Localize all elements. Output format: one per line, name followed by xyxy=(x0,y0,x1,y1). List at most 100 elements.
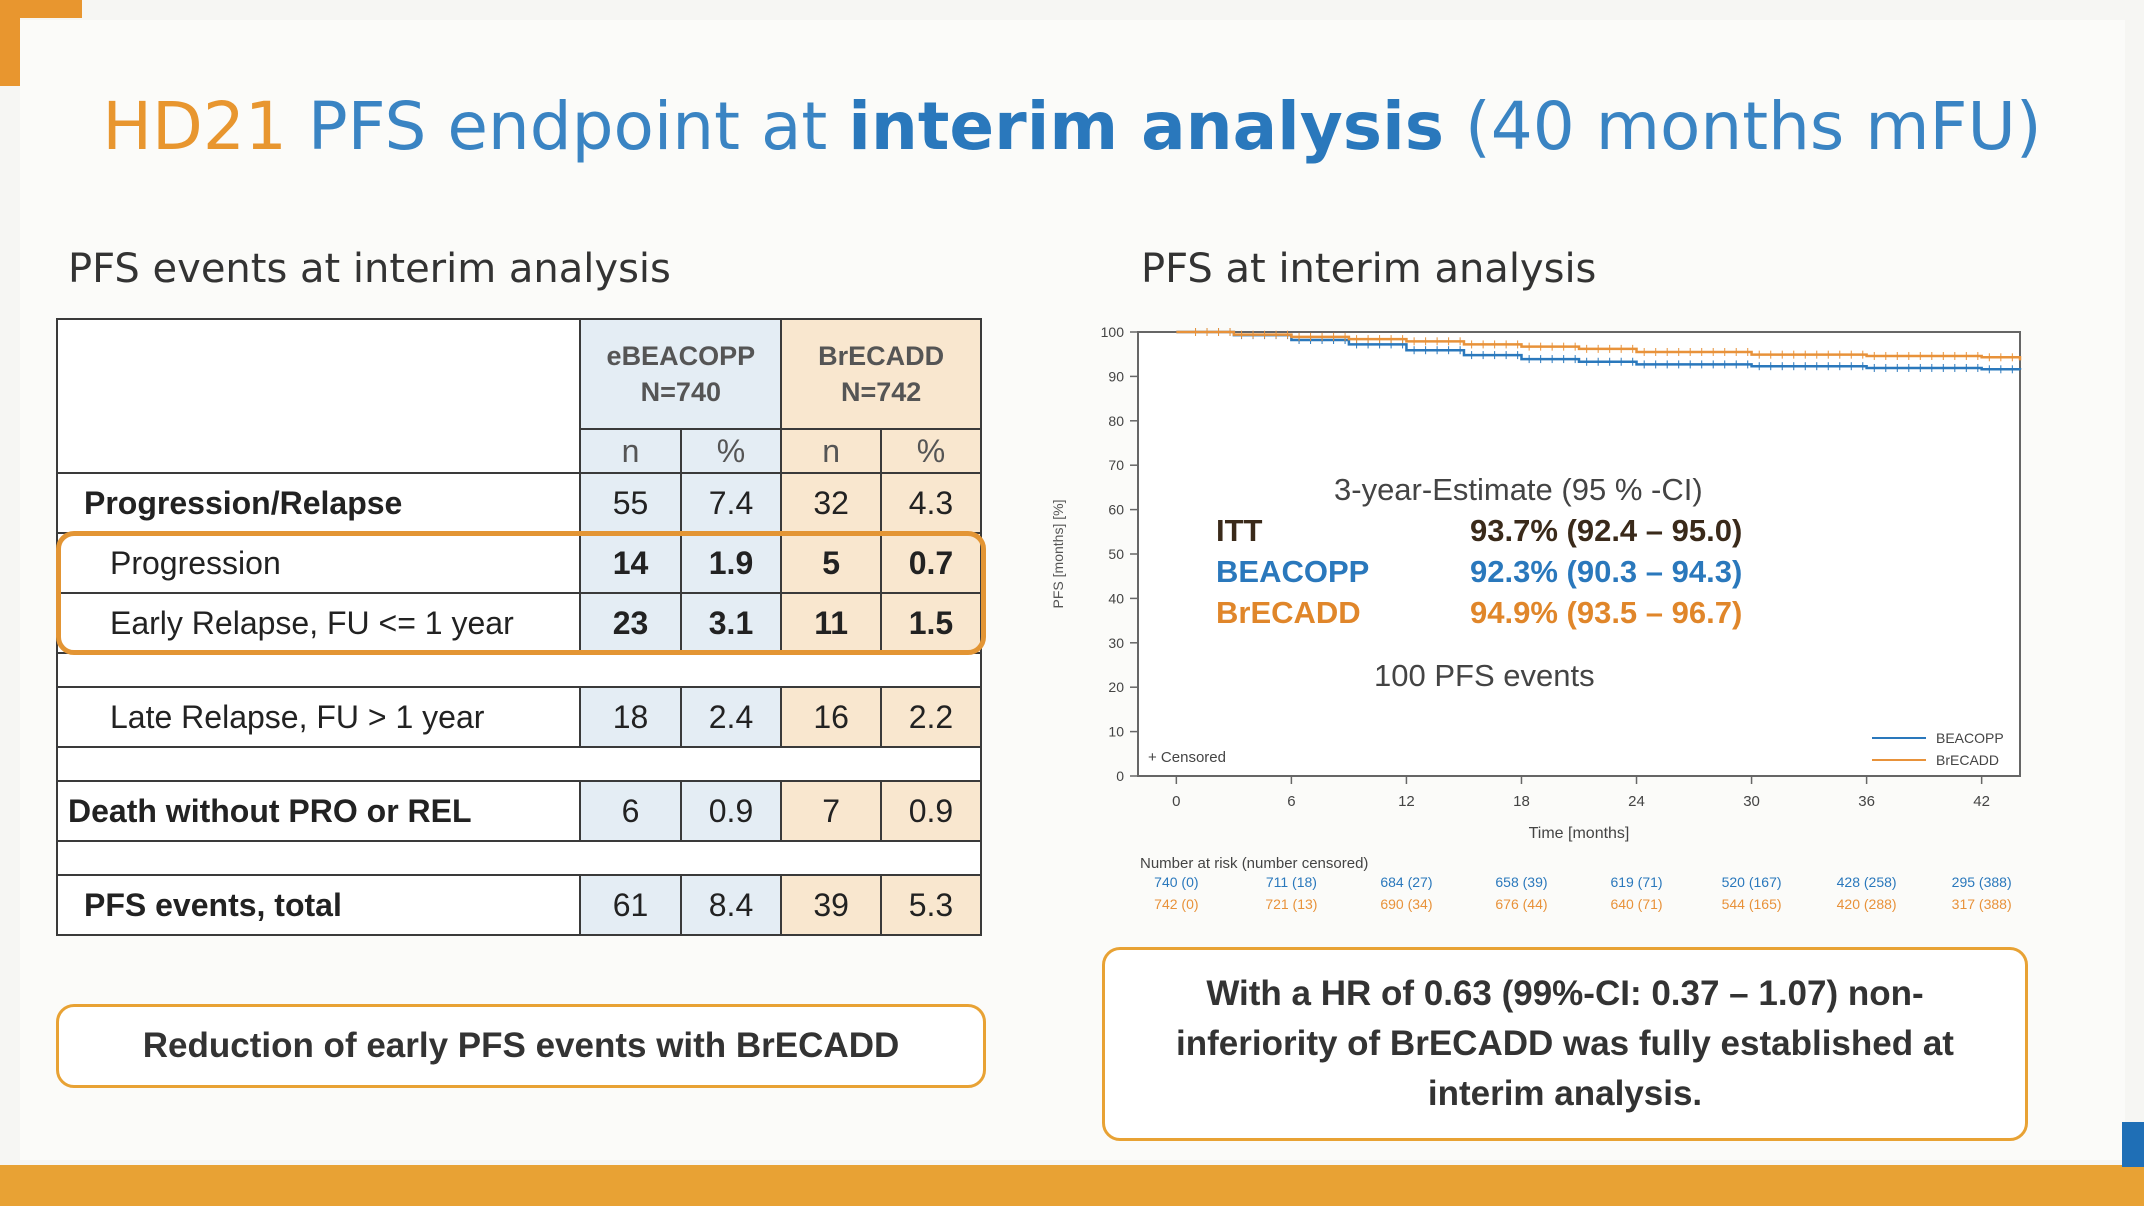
risk-value-beacopp: 684 (27) xyxy=(1380,874,1432,890)
estimate-value-brecadd: 94.9% (93.5 – 96.7) xyxy=(1470,595,1743,630)
y-tick-label: 0 xyxy=(1116,768,1124,784)
cell: 32 xyxy=(780,472,882,534)
cell: 11 xyxy=(780,592,882,654)
risk-value-beacopp: 619 (71) xyxy=(1610,874,1662,890)
row-label: Progression/Relapse xyxy=(55,472,582,534)
cell: 39 xyxy=(780,874,882,936)
page-title: HD21 PFS endpoint at interim analysis (4… xyxy=(0,88,2144,165)
pfs-events-table: eBEACOPP N=740 BrECADD N=742 n % n % Pro… xyxy=(55,318,983,936)
censored-label: + Censored xyxy=(1148,749,1226,766)
estimate-label-beacopp: BEACOPP xyxy=(1216,554,1370,589)
title-suffix: (40 months mFU) xyxy=(1444,88,2042,165)
cell: 0.9 xyxy=(679,780,783,842)
cell: 1.9 xyxy=(679,532,783,594)
x-axis-label: Time [months] xyxy=(1529,825,1630,842)
estimate-value-beacopp: 92.3% (90.3 – 94.3) xyxy=(1470,554,1743,589)
ebeacopp-n: N=740 xyxy=(640,377,721,407)
risk-value-brecadd: 317 (388) xyxy=(1952,896,2012,912)
risk-table: 740 (0) 711 (18) 684 (27) 658 (39) 619 (71) 5… xyxy=(1154,874,2011,912)
corner-accent-vertical xyxy=(0,0,20,86)
cell: 0.7 xyxy=(879,532,983,594)
table-row: Progression 14 1.9 5 0.7 xyxy=(55,532,983,594)
row-label: Late Relapse, FU > 1 year xyxy=(55,686,582,748)
series-line-brecadd xyxy=(1176,330,2022,361)
table-spacer xyxy=(56,746,982,782)
table-spacer xyxy=(56,652,982,688)
column-header-ebeacopp: eBEACOPP N=740 xyxy=(579,318,783,430)
risk-value-brecadd: 690 (34) xyxy=(1380,896,1432,912)
cell: 18 xyxy=(579,686,682,748)
legend-label-brecadd: BrECADD xyxy=(1936,752,1999,768)
brecadd-label: BrECADD xyxy=(818,341,945,371)
table-corner xyxy=(55,318,582,474)
risk-value-beacopp: 520 (167) xyxy=(1722,874,1782,890)
risk-value-beacopp: 295 (388) xyxy=(1952,874,2012,890)
cell: 8.4 xyxy=(679,874,783,936)
bottom-bar xyxy=(0,1165,2144,1206)
x-axis: 0 6 12 18 24 30 36 42 xyxy=(1172,776,1990,810)
cell: 61 xyxy=(579,874,682,936)
x-tick-label: 42 xyxy=(1973,793,1990,810)
cell: 7.4 xyxy=(679,472,783,534)
y-axis: 0 10 20 30 40 50 60 70 80 90 100 xyxy=(1101,324,1138,784)
left-callout: Reduction of early PFS events with BrECA… xyxy=(56,1004,986,1088)
risk-value-brecadd: 742 (0) xyxy=(1154,896,1198,912)
table-row: PFS events, total 61 8.4 39 5.3 xyxy=(55,874,983,936)
ebeacopp-label: eBEACOPP xyxy=(606,341,756,371)
row-label: Progression xyxy=(55,532,582,594)
title-text: PFS endpoint at xyxy=(286,88,849,165)
estimate-value-itt: 93.7% (92.4 – 95.0) xyxy=(1470,513,1743,548)
cell: 2.4 xyxy=(679,686,783,748)
subheader-n: n xyxy=(579,428,682,474)
risk-value-beacopp: 428 (258) xyxy=(1837,874,1897,890)
y-axis-label: PFS [months] [%] xyxy=(1050,500,1066,609)
risk-value-beacopp: 658 (39) xyxy=(1495,874,1547,890)
risk-value-beacopp: 740 (0) xyxy=(1154,874,1198,890)
y-tick-label: 100 xyxy=(1101,324,1125,340)
risk-table-header: Number at risk (number censored) xyxy=(1140,855,1368,872)
y-tick-label: 10 xyxy=(1108,724,1124,740)
cell: 1.5 xyxy=(879,592,983,654)
cell: 6 xyxy=(579,780,682,842)
cell: 7 xyxy=(780,780,882,842)
table-spacer xyxy=(56,840,982,876)
row-label: Early Relapse, FU <= 1 year xyxy=(55,592,582,654)
corner-marker xyxy=(2122,1122,2144,1167)
cell: 55 xyxy=(579,472,682,534)
table-row: Progression/Relapse 55 7.4 32 4.3 xyxy=(55,472,983,534)
title-emphasis: interim analysis xyxy=(848,88,1444,165)
cell: 14 xyxy=(579,532,682,594)
y-tick-label: 70 xyxy=(1108,457,1124,473)
cell: 2.2 xyxy=(879,686,983,748)
risk-value-beacopp: 711 (18) xyxy=(1266,874,1317,890)
legend-label-beacopp: BEACOPP xyxy=(1936,730,2004,746)
x-tick-label: 0 xyxy=(1172,793,1180,810)
cell: 23 xyxy=(579,592,682,654)
y-tick-label: 80 xyxy=(1108,413,1124,429)
y-tick-label: 60 xyxy=(1108,502,1124,518)
estimate-label-brecadd: BrECADD xyxy=(1216,595,1361,630)
y-tick-label: 30 xyxy=(1108,635,1124,651)
series-group xyxy=(1176,328,2022,374)
right-callout: With a HR of 0.63 (99%-CI: 0.37 – 1.07) … xyxy=(1102,947,2028,1141)
estimate-label-itt: ITT xyxy=(1216,513,1263,548)
x-tick-label: 36 xyxy=(1858,793,1875,810)
cell: 16 xyxy=(780,686,882,748)
brecadd-n: N=742 xyxy=(840,377,922,407)
cell: 5.3 xyxy=(879,874,983,936)
risk-value-brecadd: 676 (44) xyxy=(1495,896,1547,912)
x-tick-label: 12 xyxy=(1398,793,1415,810)
y-tick-label: 90 xyxy=(1108,368,1124,384)
subheader-pct: % xyxy=(679,428,783,474)
table-row: Late Relapse, FU > 1 year 18 2.4 16 2.2 xyxy=(55,686,983,748)
row-label: Death without PRO or REL xyxy=(55,780,582,842)
left-section-title: PFS events at interim analysis xyxy=(68,246,671,292)
cell: 3.1 xyxy=(679,592,783,654)
cell: 4.3 xyxy=(879,472,983,534)
cell: 0.9 xyxy=(879,780,983,842)
cell: 5 xyxy=(780,532,882,594)
risk-value-brecadd: 420 (288) xyxy=(1837,896,1897,912)
subheader-pct: % xyxy=(879,428,983,474)
right-section-title: PFS at interim analysis xyxy=(1141,246,1597,292)
